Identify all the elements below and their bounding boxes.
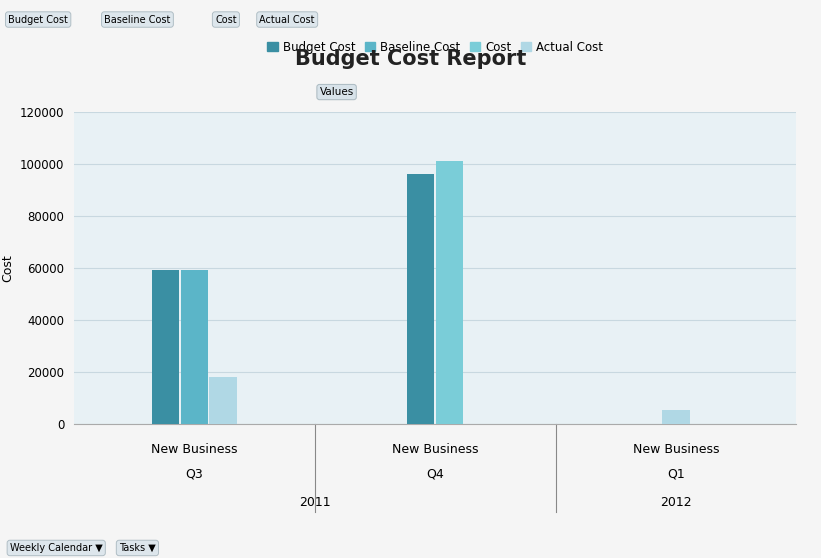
Bar <box>209 377 237 424</box>
Text: 2012: 2012 <box>660 496 692 509</box>
Text: Cost: Cost <box>215 15 236 25</box>
Y-axis label: Cost: Cost <box>1 254 14 282</box>
Legend: Budget Cost, Baseline Cost, Cost, Actual Cost: Budget Cost, Baseline Cost, Cost, Actual… <box>263 36 608 59</box>
Text: New Business: New Business <box>151 443 237 456</box>
Text: Budget Cost: Budget Cost <box>8 15 68 25</box>
Text: 2011: 2011 <box>299 496 331 509</box>
Bar <box>181 271 208 424</box>
Text: Values: Values <box>319 87 354 97</box>
Text: New Business: New Business <box>392 443 479 456</box>
Text: Q1: Q1 <box>667 468 685 481</box>
Text: Q3: Q3 <box>186 468 203 481</box>
Bar <box>407 174 434 424</box>
Text: Actual Cost: Actual Cost <box>259 15 315 25</box>
Bar <box>663 410 690 424</box>
Text: Baseline Cost: Baseline Cost <box>104 15 171 25</box>
Text: Q4: Q4 <box>426 468 444 481</box>
Text: Budget Cost Report: Budget Cost Report <box>295 49 526 69</box>
Bar <box>436 161 463 424</box>
Bar <box>152 271 179 424</box>
Text: New Business: New Business <box>633 443 719 456</box>
Text: Tasks ▼: Tasks ▼ <box>119 543 156 553</box>
Text: Weekly Calendar ▼: Weekly Calendar ▼ <box>10 543 103 553</box>
